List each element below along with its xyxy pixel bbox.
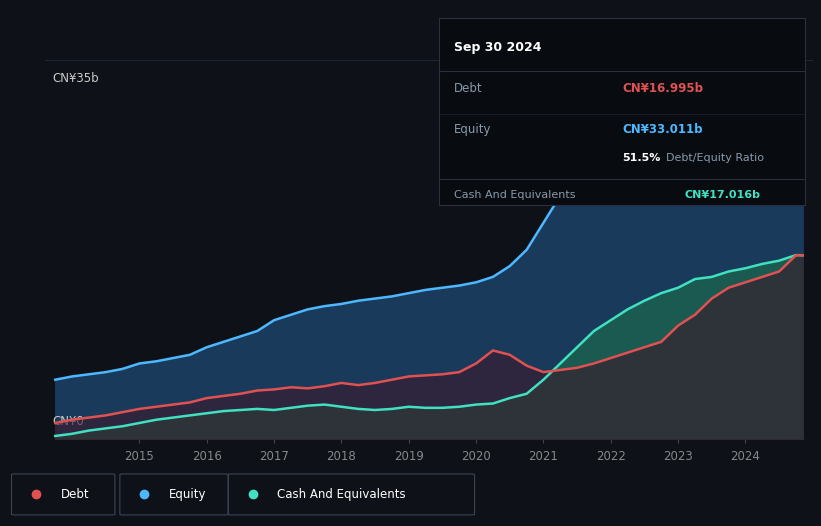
Text: CN¥0: CN¥0 — [53, 415, 85, 428]
Text: Debt: Debt — [454, 82, 483, 95]
Text: CN¥16.995b: CN¥16.995b — [622, 82, 703, 95]
Text: Equity: Equity — [454, 123, 491, 136]
Text: Cash And Equivalents: Cash And Equivalents — [277, 488, 406, 501]
Text: Equity: Equity — [169, 488, 207, 501]
Text: Sep 30 2024: Sep 30 2024 — [454, 41, 541, 54]
Text: Cash And Equivalents: Cash And Equivalents — [454, 190, 576, 200]
Text: CN¥33.011b: CN¥33.011b — [622, 123, 703, 136]
Text: 51.5%: 51.5% — [622, 153, 660, 163]
Text: Debt/Equity Ratio: Debt/Equity Ratio — [666, 153, 764, 163]
Text: Debt: Debt — [61, 488, 89, 501]
Text: CN¥17.016b: CN¥17.016b — [684, 190, 760, 200]
Text: CN¥35b: CN¥35b — [53, 72, 99, 85]
